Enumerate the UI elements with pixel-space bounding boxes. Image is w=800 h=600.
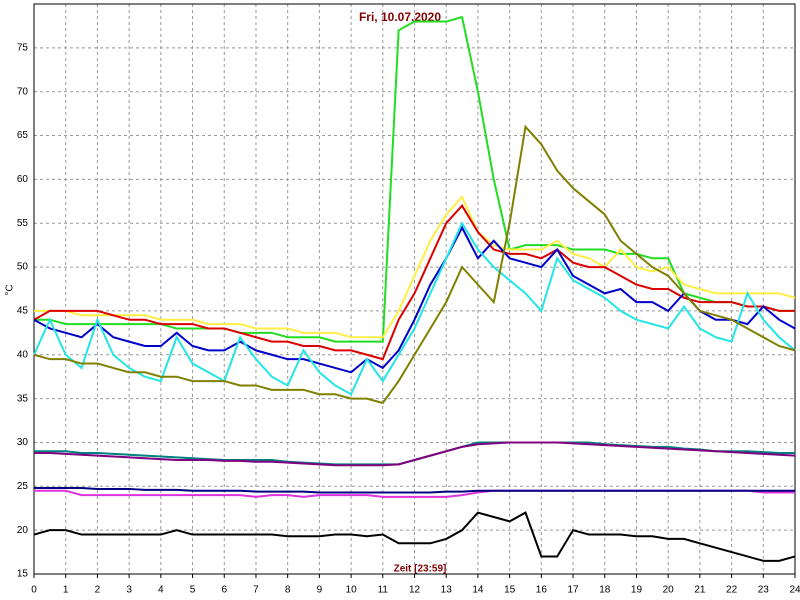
x-tick-label: 22	[726, 585, 738, 596]
y-tick-label: 15	[17, 569, 29, 580]
y-tick-label: 35	[17, 393, 29, 404]
x-tick-label: 17	[567, 585, 579, 596]
x-tick-label: 24	[789, 585, 800, 596]
x-tick-label: 6	[221, 585, 227, 596]
x-tick-label: 13	[441, 585, 453, 596]
y-tick-label: 45	[17, 306, 29, 317]
series-line	[34, 441, 796, 467]
x-tick-label: 11	[378, 585, 389, 596]
series-line	[34, 487, 795, 494]
x-tick-label: 19	[631, 585, 643, 596]
y-tick-label: 75	[17, 42, 29, 53]
x-tick-label: 14	[472, 585, 484, 596]
x-tick-label: 1	[63, 585, 69, 596]
x-tick-label: 10	[346, 585, 358, 596]
x-tick-label: 15	[504, 585, 516, 596]
series-line	[33, 204, 795, 361]
y-tick-label: 55	[17, 218, 29, 229]
x-tick-label: 20	[663, 585, 675, 596]
x-tick-label: 4	[158, 585, 164, 596]
x-tick-label: 2	[95, 585, 101, 596]
x-tick-label: 23	[758, 585, 770, 596]
y-tick-label: 50	[17, 262, 29, 273]
x-axis-label: Zeit [23:59]	[394, 564, 447, 575]
y-tick-label: 25	[17, 481, 29, 492]
x-tick-label: 21	[694, 585, 706, 596]
x-tick-label: 3	[126, 585, 132, 596]
series-line	[33, 221, 796, 396]
series-line	[33, 225, 796, 374]
x-tick-label: 0	[31, 585, 37, 596]
x-tick-label: 7	[253, 585, 259, 596]
x-tick-label: 5	[190, 585, 196, 596]
x-tick-label: 9	[317, 585, 323, 596]
plot-border	[33, 3, 796, 575]
series-line	[33, 124, 796, 405]
series-line	[33, 511, 796, 562]
y-tick-label: 30	[17, 437, 29, 448]
y-tick-label: 40	[17, 349, 29, 360]
y-axis-label: °C	[5, 284, 16, 295]
x-tick-label: 12	[409, 585, 421, 596]
x-tick-label: 16	[536, 585, 548, 596]
y-tick-label: 70	[17, 86, 29, 97]
y-tick-label: 20	[17, 525, 29, 536]
y-tick-label: 65	[17, 130, 29, 141]
series-line	[34, 195, 796, 339]
y-tick-label: 60	[17, 174, 29, 185]
x-tick-label: 8	[285, 585, 291, 596]
x-tick-label: 18	[599, 585, 611, 596]
